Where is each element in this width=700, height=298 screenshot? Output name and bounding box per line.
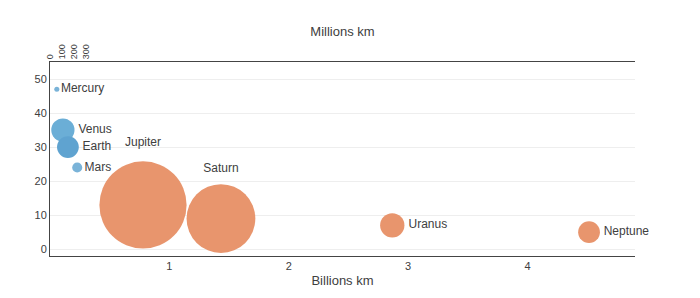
svg-text:Mars: Mars (85, 160, 112, 174)
svg-text:10: 10 (35, 209, 47, 221)
svg-text:Saturn: Saturn (203, 161, 238, 175)
svg-text:1: 1 (166, 260, 172, 272)
svg-text:20: 20 (35, 175, 47, 187)
svg-text:Billions km: Billions km (311, 273, 373, 288)
svg-text:Neptune: Neptune (604, 224, 650, 238)
svg-text:Venus: Venus (78, 122, 111, 136)
svg-text:50: 50 (35, 73, 47, 85)
svg-text:40: 40 (35, 107, 47, 119)
svg-text:Earth: Earth (83, 139, 112, 153)
svg-text:200: 200 (69, 44, 79, 59)
svg-text:Uranus: Uranus (408, 217, 447, 231)
svg-text:30: 30 (35, 141, 47, 153)
svg-text:0: 0 (41, 243, 47, 255)
svg-text:Millions km: Millions km (310, 24, 374, 39)
svg-text:Mercury: Mercury (61, 81, 104, 95)
svg-text:2: 2 (286, 260, 292, 272)
svg-text:300: 300 (81, 44, 91, 59)
svg-text:100: 100 (57, 44, 67, 59)
svg-text:4: 4 (524, 260, 530, 272)
svg-text:Jupiter: Jupiter (125, 135, 161, 149)
svg-text:0: 0 (45, 54, 55, 59)
svg-text:3: 3 (405, 260, 411, 272)
